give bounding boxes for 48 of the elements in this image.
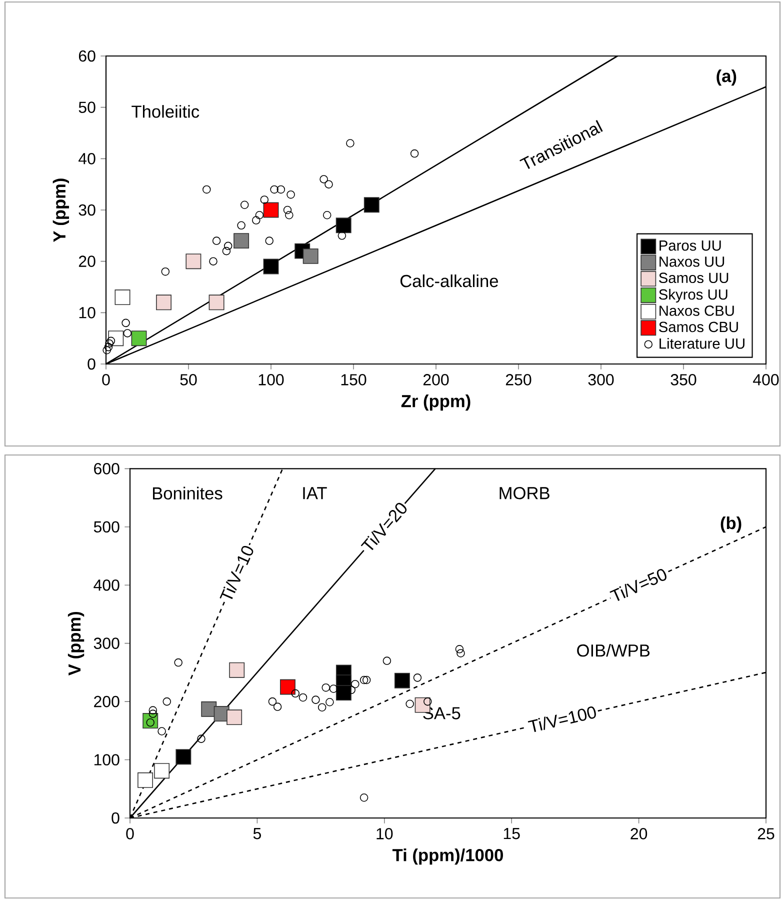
- annotation: OIB/WPB: [577, 644, 650, 657]
- y-tick-label: 500: [94, 521, 120, 533]
- legend-label: Paros UU: [660, 240, 721, 251]
- x-tick-label: 10: [376, 828, 393, 840]
- y-tick-label: 0: [112, 812, 120, 824]
- legend-label: Naxos UU: [660, 256, 724, 267]
- x-tick-label: 20: [630, 828, 648, 840]
- x-tick-label: 25: [758, 828, 774, 840]
- x-tick-label: 150: [341, 374, 366, 386]
- x-tick-label: 300: [588, 374, 614, 386]
- y-tick-label: 400: [94, 579, 120, 591]
- annotation: IAT: [303, 487, 327, 500]
- legend-label: Samos UU: [659, 272, 728, 284]
- x-axis-title: Zr (ppm): [401, 394, 470, 411]
- x-tick-label: 400: [753, 374, 779, 386]
- y-tick-label: 50: [78, 102, 96, 113]
- x-tick-label: 5: [253, 828, 261, 840]
- y-tick-label: 200: [94, 696, 120, 708]
- annotation: (b): [720, 516, 742, 533]
- y-tick-label: 30: [78, 204, 96, 216]
- annotation: Ti/V=100: [528, 706, 596, 732]
- y-tick-label: 60: [78, 50, 96, 62]
- x-tick-label: 0: [126, 828, 134, 840]
- y-tick-label: 10: [79, 307, 96, 318]
- annotation: Boninites: [153, 486, 222, 500]
- y-tick-label: 300: [94, 638, 120, 649]
- x-tick-label: 100: [258, 374, 284, 386]
- legend-label: Naxos CBU: [660, 306, 734, 316]
- legend-label: Skyros UU: [659, 288, 728, 303]
- x-tick-label: 50: [180, 374, 197, 386]
- x-tick-label: 350: [670, 374, 696, 386]
- y-axis-title: V (ppm): [68, 612, 84, 676]
- y-tick-label: 20: [78, 256, 96, 267]
- y-tick-label: 100: [94, 754, 120, 766]
- y-tick-label: 0: [88, 358, 96, 370]
- annotation: Tholeiitic: [132, 105, 200, 118]
- annotation: Calc-alkaline: [400, 274, 498, 288]
- x-tick-label: 200: [423, 374, 449, 386]
- annotation: MORB: [500, 486, 550, 500]
- annotation: (a): [716, 69, 736, 86]
- y-tick-label: 600: [94, 463, 120, 474]
- y-tick-label: 40: [78, 153, 96, 164]
- legend-label: Samos CBU: [659, 322, 738, 332]
- legend-label: Literature UU: [660, 338, 744, 349]
- x-tick-label: 250: [506, 374, 532, 386]
- y-axis-title: Y (ppm): [52, 178, 70, 242]
- x-axis-title: Ti (ppm)/1000: [392, 848, 503, 865]
- x-tick-label: 15: [504, 828, 520, 840]
